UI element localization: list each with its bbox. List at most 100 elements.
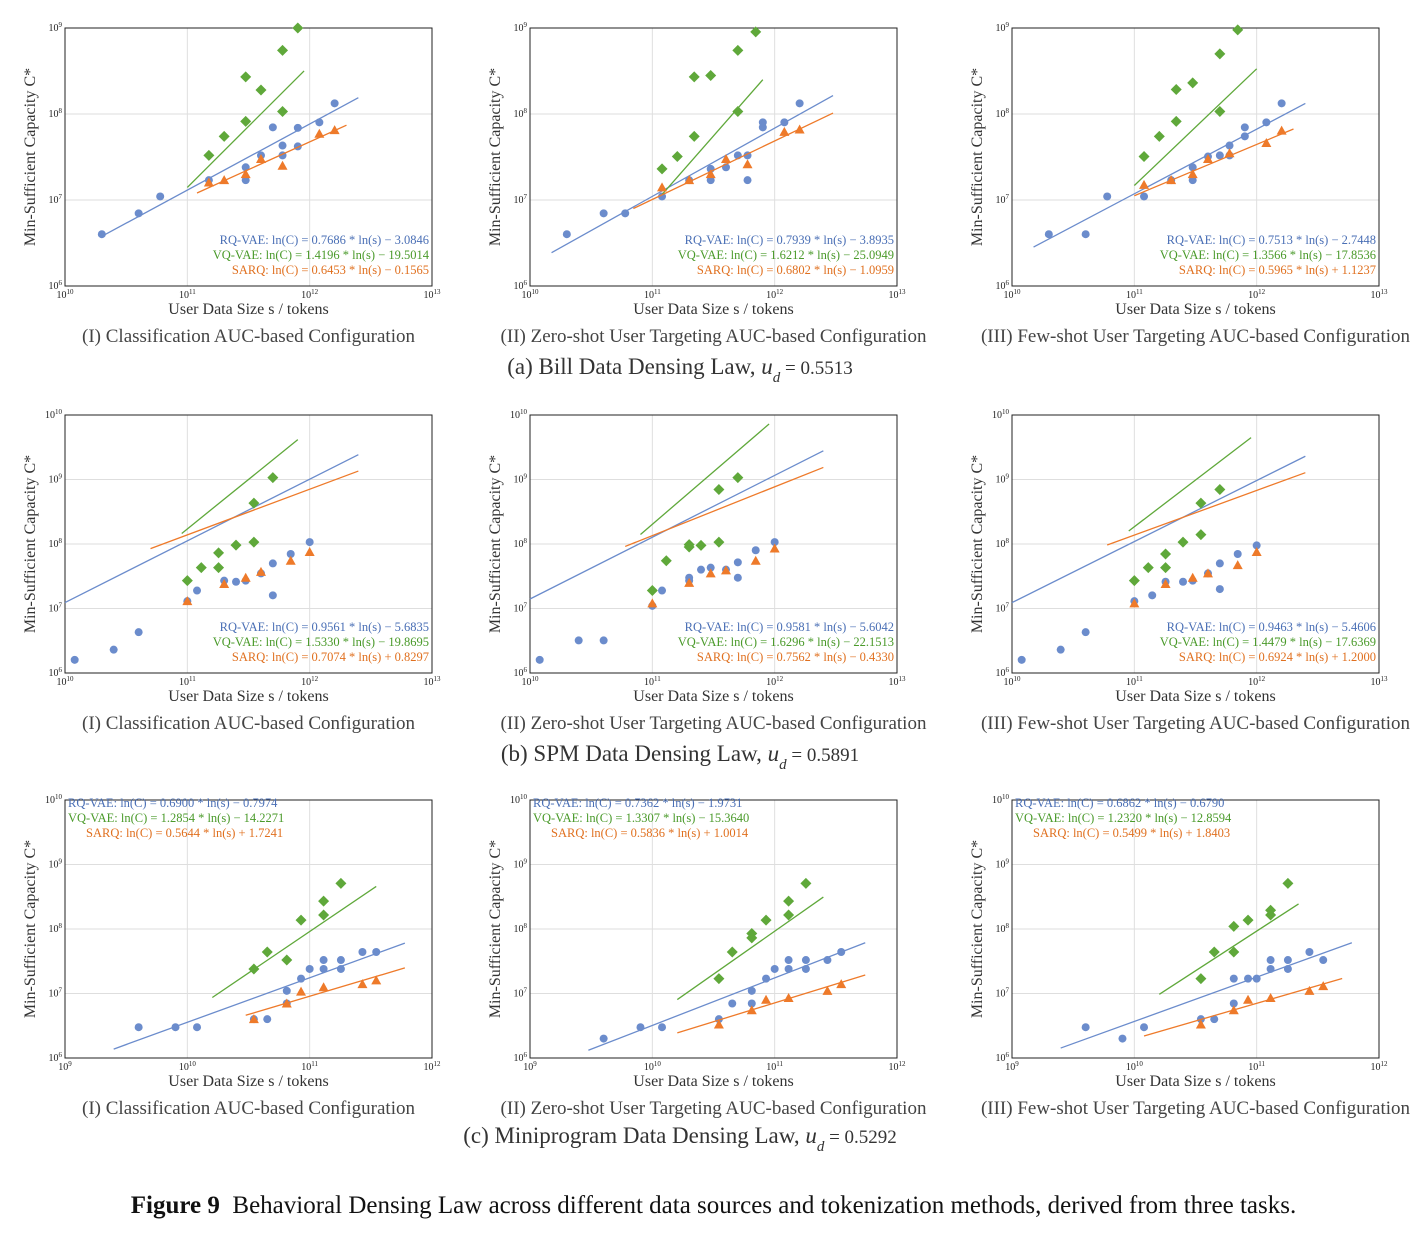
fit-line-vq-vae [181, 439, 299, 534]
data-point-vq-vae [683, 539, 695, 551]
fit-line-rq-vae [1033, 102, 1306, 248]
data-point-rq-vae [599, 209, 608, 218]
data-point-vq-vae [732, 44, 744, 56]
x-tick-label: 1013 [889, 288, 907, 301]
panel-subtitle: (III) Few-shot User Targeting AUC-based … [981, 713, 1411, 734]
data-point-sarq [304, 547, 315, 557]
y-tick-label: 108 [49, 107, 63, 120]
data-point-sarq [684, 577, 695, 587]
fit-line-rq-vae [1060, 942, 1353, 1049]
data-point-sarq [1243, 994, 1254, 1004]
data-point-rq-vae [1215, 585, 1224, 594]
data-point-rq-vae [599, 1034, 608, 1043]
data-point-sarq [1187, 572, 1198, 582]
data-point-sarq [1318, 981, 1329, 991]
legend-entry-sarq: SARQ: ln(C) = 0.7562 * ln(s) − 0.4330 [697, 650, 894, 664]
data-point-sarq [371, 975, 382, 985]
legend-entry-vq-vae: VQ-VAE: ln(C) = 1.3566 * ln(s) − 17.8536 [1160, 248, 1376, 262]
data-point-rq-vae [278, 141, 287, 150]
x-tick-label: 1013 [424, 675, 442, 688]
data-point-rq-vae [1017, 655, 1026, 664]
data-point-vq-vae [267, 472, 279, 484]
x-tick-label: 1010 [1126, 1060, 1144, 1073]
figure-caption: Figure 9 Behavioral Densing Law across d… [0, 1192, 1427, 1220]
data-point-vq-vae [1232, 24, 1244, 36]
data-point-vq-vae [240, 71, 252, 83]
data-point-rq-vae [751, 546, 760, 555]
y-axis-label: Min-Sufficient Capacity C* [487, 68, 504, 246]
data-point-rq-vae [770, 538, 779, 547]
data-point-vq-vae [277, 44, 289, 56]
y-tick-label: 108 [996, 922, 1010, 935]
data-point-rq-vae [171, 1023, 180, 1032]
data-point-vq-vae [671, 151, 683, 163]
y-tick-label: 1010 [510, 793, 528, 806]
x-tick-label: 1012 [1248, 675, 1266, 688]
data-point-sarq [240, 572, 251, 582]
data-point-sarq [296, 986, 307, 996]
fit-line-rq-vae [588, 942, 866, 1051]
data-point-vq-vae [1214, 105, 1226, 117]
panel-subtitle: (III) Few-shot User Targeting AUC-based … [981, 1098, 1411, 1119]
data-point-vq-vae [1228, 946, 1240, 958]
data-point-rq-vae [1252, 541, 1261, 550]
legend-entry-vq-vae: VQ-VAE: ln(C) = 1.2320 * ln(s) − 12.8594 [1015, 811, 1232, 825]
x-tick-label: 1011 [1126, 675, 1143, 688]
data-point-vq-vae [195, 562, 207, 574]
data-point-sarq [794, 124, 805, 134]
data-point-rq-vae [109, 645, 118, 654]
data-point-vq-vae [218, 130, 230, 142]
fit-line-sarq [1106, 472, 1306, 546]
data-point-rq-vae [319, 956, 328, 965]
data-point-sarq [713, 1019, 724, 1029]
x-tick-label: 1011 [179, 288, 196, 301]
x-tick-label: 1010 [644, 1060, 662, 1073]
data-point-rq-vae [1081, 628, 1090, 637]
y-tick-label: 108 [49, 922, 63, 935]
legend-entry-vq-vae: VQ-VAE: ln(C) = 1.6296 * ln(s) − 22.1513 [678, 635, 894, 649]
data-point-vq-vae [1160, 562, 1172, 574]
data-point-vq-vae [713, 483, 725, 495]
y-axis-label: Min-Sufficient Capacity C* [22, 68, 39, 246]
legend-entry-sarq: SARQ: ln(C) = 0.5836 * ln(s) + 1.0014 [551, 826, 749, 840]
data-point-sarq [647, 598, 658, 608]
fit-line-vq-vae [1128, 437, 1252, 532]
data-point-rq-vae [282, 986, 291, 995]
data-point-rq-vae [1179, 577, 1188, 586]
data-point-vq-vae [281, 954, 293, 966]
y-tick-label: 107 [996, 987, 1010, 1000]
data-point-rq-vae [837, 947, 846, 956]
plot-frame [64, 27, 433, 287]
y-tick-label: 108 [514, 107, 528, 120]
y-tick-label: 109 [514, 473, 528, 486]
data-point-rq-vae [1056, 645, 1065, 654]
legend-entry-vq-vae: VQ-VAE: ln(C) = 1.4479 * ln(s) − 17.6369 [1160, 635, 1376, 649]
data-point-vq-vae [255, 84, 267, 96]
data-point-rq-vae [1240, 132, 1249, 141]
data-point-vq-vae [750, 26, 762, 38]
data-point-vq-vae [261, 946, 273, 958]
plot-frame [64, 799, 433, 1059]
data-point-sarq [779, 126, 790, 136]
y-tick-label: 107 [996, 602, 1010, 615]
data-point-rq-vae [297, 974, 306, 983]
y-tick-label: 109 [49, 473, 63, 486]
y-tick-label: 109 [49, 21, 63, 34]
y-tick-label: 1010 [992, 408, 1010, 421]
data-point-sarq [657, 182, 668, 192]
plot-frame [529, 414, 898, 674]
legend-entry-vq-vae: VQ-VAE: ln(C) = 1.6212 * ln(s) − 25.0949 [678, 248, 894, 262]
y-tick-label: 107 [514, 193, 528, 206]
data-point-rq-vae [706, 176, 715, 185]
data-point-vq-vae [1177, 536, 1189, 548]
data-point-rq-vae [336, 956, 345, 965]
data-point-vq-vae [688, 71, 700, 83]
x-tick-label: 109 [58, 1060, 72, 1073]
data-point-sarq [329, 125, 340, 135]
panel-subtitle: (I) Classification AUC-based Configurati… [82, 1098, 415, 1119]
data-point-vq-vae [783, 895, 795, 907]
y-tick-label: 107 [514, 987, 528, 1000]
data-point-vq-vae [1265, 904, 1277, 916]
data-point-vq-vae [181, 575, 193, 587]
